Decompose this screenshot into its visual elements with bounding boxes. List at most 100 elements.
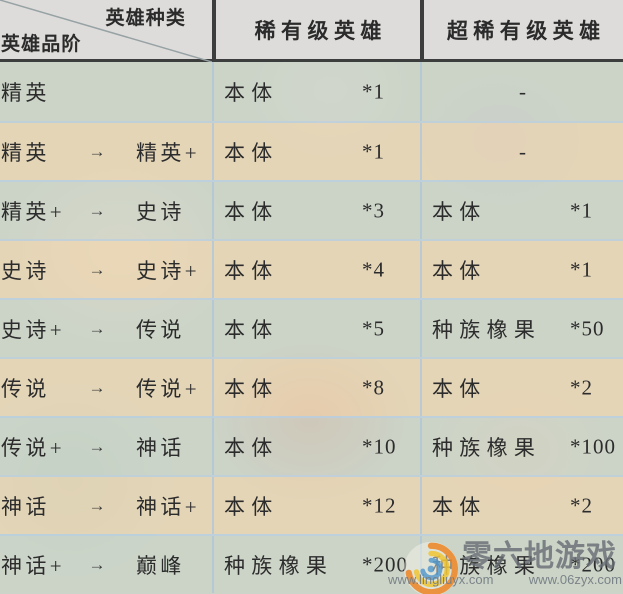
table-row: 神话+ → 巅峰 种族橡果 *200 种族橡果 *200 xyxy=(0,534,623,593)
stage-cell: 传说 → 传说+ xyxy=(0,359,212,416)
super-cell: 本体 *1 xyxy=(420,241,623,298)
upgrade-arrow-icon: → xyxy=(88,141,106,161)
rare-quantity-value: *4 xyxy=(362,257,385,281)
rare-quantity-value: *10 xyxy=(362,434,397,458)
super-rare-hero-column-header: 超稀有级英雄 xyxy=(420,0,623,59)
rare-cell: 本体 *10 xyxy=(212,418,420,475)
rare-cell: 本体 *1 xyxy=(212,123,420,180)
stage-cell: 传说+ → 神话 xyxy=(0,418,212,475)
rare-hero-header-label: 稀有级英雄 xyxy=(254,19,387,43)
table-row: 传说 → 传说+ 本体 *8 本体 *2 xyxy=(0,357,623,416)
stage-from-label: 神话 xyxy=(1,494,50,519)
super-quantity-value: *2 xyxy=(570,375,593,399)
corner-label-hero-type: 英雄种类 xyxy=(105,8,186,29)
upgrade-arrow-icon: → xyxy=(88,318,106,338)
stage-from-label: 史诗 xyxy=(1,258,50,283)
rare-cell: 本体 *5 xyxy=(212,300,420,357)
upgrade-arrow-icon: → xyxy=(88,495,106,515)
table-row: 史诗+ → 传说 本体 *5 种族橡果 *50 xyxy=(0,298,623,357)
stage-cell: 精英 → 精英+ xyxy=(0,123,212,180)
rare-material-label: 本体 xyxy=(224,494,279,519)
table-body: 精英 本体 *1 - 精英 → 精英+ 本体 *1 - 精英+ → xyxy=(0,62,623,593)
stage-cell: 精英 xyxy=(0,62,212,121)
stage-from-label: 精英 xyxy=(1,80,50,105)
rare-cell: 本体 *3 xyxy=(212,182,420,239)
super-material-label: 本体 xyxy=(432,376,487,401)
rare-quantity-value: *3 xyxy=(362,198,385,222)
rare-material-label: 本体 xyxy=(224,80,279,105)
super-material-label: 本体 xyxy=(432,199,487,224)
rare-quantity-value: *1 xyxy=(362,139,385,163)
rare-quantity-value: *1 xyxy=(362,79,385,103)
stage-cell: 史诗 → 史诗+ xyxy=(0,241,212,298)
upgrade-arrow-icon: → xyxy=(88,554,106,574)
corner-label-hero-rank: 英雄品阶 xyxy=(1,34,82,55)
table-row: 精英 → 精英+ 本体 *1 - xyxy=(0,121,623,180)
rare-cell: 本体 *4 xyxy=(212,241,420,298)
super-rare-hero-header-label: 超稀有级英雄 xyxy=(446,19,606,43)
rare-material-label: 本体 xyxy=(224,435,279,460)
stage-to-label: 巅峰 xyxy=(136,553,185,578)
rare-quantity-value: *5 xyxy=(362,316,385,340)
upgrade-arrow-icon: → xyxy=(88,200,106,220)
rare-quantity-value: *8 xyxy=(362,375,385,399)
stage-cell: 神话+ → 巅峰 xyxy=(0,536,212,593)
rare-material-label: 种族橡果 xyxy=(224,553,334,578)
super-cell: 本体 *2 xyxy=(420,359,623,416)
stage-to-label: 神话 xyxy=(136,435,185,460)
stage-to-label: 传说 xyxy=(136,317,185,342)
table-row: 史诗 → 史诗+ 本体 *4 本体 *1 xyxy=(0,239,623,298)
super-cell: 本体 *2 xyxy=(420,477,623,534)
super-cell: 本体 *1 xyxy=(420,182,623,239)
super-material-label: 本体 xyxy=(432,494,487,519)
rare-material-label: 本体 xyxy=(224,258,279,283)
table-row: 精英+ → 史诗 本体 *3 本体 *1 xyxy=(0,180,623,239)
table-row: 神话 → 神话+ 本体 *12 本体 *2 xyxy=(0,475,623,534)
stage-from-label: 精英 xyxy=(1,140,50,165)
stage-to-label: 史诗 xyxy=(136,199,185,224)
stage-from-label: 神话+ xyxy=(1,553,65,578)
super-quantity-value: *1 xyxy=(570,198,593,222)
stage-cell: 史诗+ → 传说 xyxy=(0,300,212,357)
upgrade-arrow-icon: → xyxy=(88,436,106,456)
rare-quantity-value: *200 xyxy=(362,552,408,576)
rare-hero-column-header: 稀有级英雄 xyxy=(212,0,420,59)
super-quantity-value: - xyxy=(519,79,526,103)
super-material-label: 种族橡果 xyxy=(432,435,542,460)
super-cell: - xyxy=(420,123,623,180)
table-header: 英雄种类 英雄品阶 稀有级英雄 超稀有级英雄 xyxy=(0,0,623,62)
super-cell: - xyxy=(420,62,623,121)
rare-quantity-value: *12 xyxy=(362,493,397,517)
stage-cell: 神话 → 神话+ xyxy=(0,477,212,534)
super-quantity-value: - xyxy=(519,139,526,163)
upgrade-arrow-icon: → xyxy=(88,377,106,397)
super-quantity-value: *1 xyxy=(570,257,593,281)
stage-to-label: 史诗+ xyxy=(136,258,200,283)
table-row: 传说+ → 神话 本体 *10 种族橡果 *100 xyxy=(0,416,623,475)
rare-cell: 本体 *1 xyxy=(212,62,420,121)
super-quantity-value: *100 xyxy=(570,434,616,458)
rare-cell: 种族橡果 *200 xyxy=(212,536,420,593)
super-cell: 种族橡果 *50 xyxy=(420,300,623,357)
stage-from-label: 传说 xyxy=(1,376,50,401)
rare-material-label: 本体 xyxy=(224,376,279,401)
rare-cell: 本体 *12 xyxy=(212,477,420,534)
stage-to-label: 传说+ xyxy=(136,376,200,401)
stage-from-label: 传说+ xyxy=(1,435,65,460)
super-cell: 种族橡果 *200 xyxy=(420,536,623,593)
super-material-label: 本体 xyxy=(432,258,487,283)
corner-header-cell: 英雄种类 英雄品阶 xyxy=(0,0,212,62)
stage-to-label: 精英+ xyxy=(136,140,200,165)
stage-from-label: 精英+ xyxy=(1,199,65,224)
diagonal-divider xyxy=(0,0,212,62)
rare-cell: 本体 *8 xyxy=(212,359,420,416)
upgrade-arrow-icon: → xyxy=(88,259,106,279)
rare-material-label: 本体 xyxy=(224,140,279,165)
super-quantity-value: *50 xyxy=(570,316,605,340)
rare-material-label: 本体 xyxy=(224,317,279,342)
stage-cell: 精英+ → 史诗 xyxy=(0,182,212,239)
super-quantity-value: *2 xyxy=(570,493,593,517)
stage-from-label: 史诗+ xyxy=(1,317,65,342)
rare-material-label: 本体 xyxy=(224,199,279,224)
